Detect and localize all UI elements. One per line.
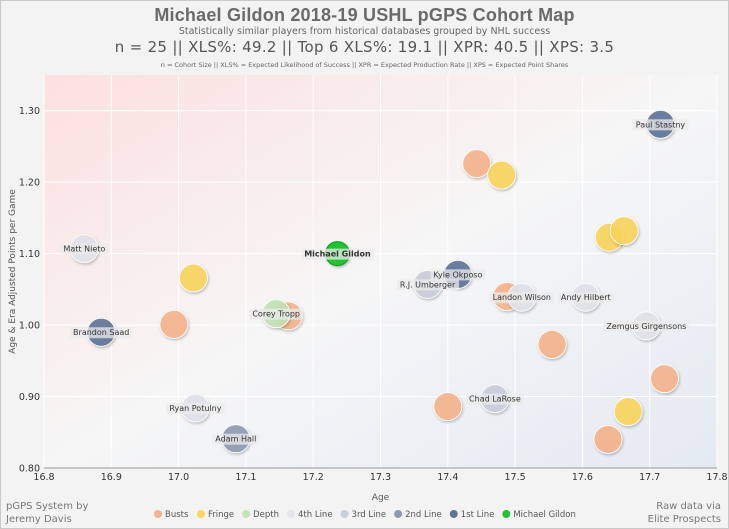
point-label-background xyxy=(301,248,374,260)
legend-swatch xyxy=(502,510,511,518)
x-tick-label: 17.5 xyxy=(505,472,526,483)
point-label-background xyxy=(60,243,109,255)
point-label-background xyxy=(632,119,689,131)
legend-label: Michael Gildon xyxy=(513,510,576,520)
legend-swatch xyxy=(449,510,458,518)
point-label: Paul Stastny xyxy=(636,120,686,129)
point-busts xyxy=(650,364,679,394)
point-label: Ryan Potulny xyxy=(169,404,221,413)
x-tick-label: 17.0 xyxy=(168,472,189,483)
x-tick-label: 17.6 xyxy=(572,472,593,483)
y-axis-label: Age & Era Adjusted Points per Game xyxy=(8,189,18,354)
chart-title: Michael Gildon 2018-19 USHL pGPS Cohort … xyxy=(154,5,575,25)
credit-left-line2: Jeremy Davis xyxy=(6,514,72,525)
point-label: Adam Hall xyxy=(215,435,256,444)
x-tick-label: 16.8 xyxy=(33,472,54,483)
point-busts xyxy=(433,392,463,421)
point-label: Chad LaRose xyxy=(469,395,521,404)
y-tick-label: 1.00 xyxy=(19,321,40,332)
point-label: Landon Wilson xyxy=(493,293,551,302)
point-busts xyxy=(593,425,623,454)
cohort-stats: n = 25 || XLS%: 49.2 || Top 6 XLS%: 19.1… xyxy=(114,38,615,56)
point-label: Kyle Okposo xyxy=(433,270,482,279)
point-label: Corey Tropp xyxy=(252,310,300,319)
y-tick-label: 1.20 xyxy=(19,178,40,189)
point-labels: Corey Tropp Matt Nieto Landon Wilson Andy H… xyxy=(60,119,690,445)
point-label-background xyxy=(249,308,304,320)
point-busts xyxy=(462,149,492,179)
credit-right-line2: Elite Prospects xyxy=(647,514,721,525)
credit-left-line1: pGPS System by xyxy=(6,501,89,512)
credit-right: Raw data via Elite Prospects xyxy=(648,500,721,526)
legend-label: 3rd Line xyxy=(352,510,387,520)
x-tick-label: 17.7 xyxy=(639,472,660,483)
point-label-background xyxy=(557,292,614,304)
legend-label: 1st Line xyxy=(461,510,495,520)
point-label-background xyxy=(212,433,260,445)
axes: 16.8 16.9 17.0 17.1 17.2 17.3 17.4 17.5 17.6 17.7… xyxy=(19,106,728,483)
point-label-background xyxy=(603,320,690,332)
y-tick-label: 1.10 xyxy=(19,249,40,260)
point-label-background xyxy=(70,327,133,339)
legend-label: 4th Line xyxy=(298,510,333,520)
point-busts xyxy=(159,309,189,339)
point-label: Brandon Saad xyxy=(73,328,129,337)
point-fringe xyxy=(179,263,208,293)
point-label-background xyxy=(430,269,486,281)
legend-swatch xyxy=(242,510,251,518)
point-label-background xyxy=(166,402,225,414)
point-label: Zemgus Girgensons xyxy=(606,322,686,331)
credit-left: pGPS System by Jeremy Davis xyxy=(6,500,88,526)
data-points xyxy=(69,109,679,454)
legend-label: Fringe xyxy=(208,510,234,520)
x-tick-label: 16.9 xyxy=(101,472,122,483)
legend-label: Busts xyxy=(165,510,189,520)
point-busts xyxy=(537,329,567,359)
legend-swatch xyxy=(287,510,296,518)
point-label: R.J. Umberger xyxy=(400,280,456,289)
stats-footnote: n = Cohort Size || XLS% = Expected Likel… xyxy=(160,61,569,69)
point-label: Michael Gildon xyxy=(304,250,371,259)
point-label: Matt Nieto xyxy=(63,245,105,254)
y-tick-label: 0.80 xyxy=(19,464,40,475)
x-axis-label: Age xyxy=(372,493,390,503)
y-tick-label: 0.90 xyxy=(19,392,40,403)
point-label: Andy Hilbert xyxy=(561,293,611,302)
chart-subtitle: Statistically similar players from histo… xyxy=(178,26,551,37)
credit-right-line1: Raw data via xyxy=(656,501,721,512)
legend-swatch xyxy=(394,510,403,518)
legend-label: Depth xyxy=(253,510,279,520)
x-tick-label: 17.1 xyxy=(235,472,256,483)
point-label-background xyxy=(466,393,524,405)
x-tick-label: 17.3 xyxy=(370,472,391,483)
point-fringe xyxy=(487,160,517,190)
legend-swatch xyxy=(154,510,162,518)
y-tick-label: 1.30 xyxy=(19,106,40,117)
x-tick-label: 17.8 xyxy=(706,472,727,483)
x-tick-label: 17.4 xyxy=(437,472,458,483)
legend: Busts Fringe Depth 4th Line 3rd Line 2nd Line… xyxy=(154,510,576,520)
legend-label: 2nd Line xyxy=(405,510,442,520)
legend-swatch xyxy=(340,510,349,518)
point-label-background xyxy=(396,279,459,291)
point-fringe xyxy=(609,216,639,246)
x-tick-label: 17.2 xyxy=(303,472,324,483)
legend-swatch xyxy=(196,510,205,518)
point-label-background xyxy=(489,292,554,304)
point-fringe xyxy=(613,397,643,426)
